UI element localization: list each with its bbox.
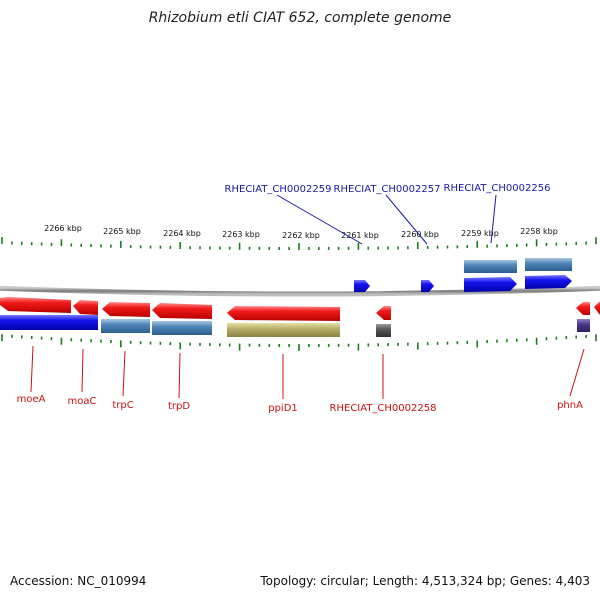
label-leader-line — [30, 345, 34, 393]
gene-arrow-reverse[interactable] — [102, 302, 150, 317]
gene-arrow-forward[interactable] — [421, 280, 434, 292]
gene-feature-forward[interactable] — [525, 258, 572, 271]
gene-arrow-reverse[interactable] — [73, 300, 98, 315]
scale-label: 2266 kbp — [44, 224, 82, 233]
reverse-gene-labels: moeA moaC trpC trpD ppiD1 RHECIAT_CH0002… — [17, 345, 585, 414]
gene-feature-reverse[interactable] — [227, 323, 340, 337]
gene-label-trpc[interactable]: trpC — [112, 400, 133, 411]
scale-label: 2262 kbp — [282, 231, 320, 240]
scale-label: 2260 kbp — [401, 230, 439, 239]
gene-label-phna[interactable]: phnA — [557, 400, 583, 411]
gene-arrow-reverse[interactable] — [376, 306, 391, 320]
scale-label: 2258 kbp — [520, 227, 558, 236]
scale-labels: 2266 kbp 2265 kbp 2264 kbp 2263 kbp 2262… — [44, 224, 558, 240]
label-leader-line — [569, 348, 585, 397]
gene-label-trpd[interactable]: trpD — [168, 401, 190, 412]
scale-label: 2265 kbp — [103, 227, 141, 236]
label-leader-line — [178, 352, 181, 399]
gene-label-rheciat-ch0002257[interactable]: RHECIAT_CH0002257 — [334, 184, 441, 195]
gene-arrow-reverse[interactable] — [227, 306, 340, 321]
forward-gene-labels: RHECIAT_CH0002259 RHECIAT_CH0002257 RHEC… — [225, 183, 551, 245]
gene-feature-forward[interactable] — [464, 260, 517, 273]
accession-text: Accession: NC_010994 — [10, 574, 147, 588]
gene-label-moac[interactable]: moaC — [68, 396, 97, 407]
label-leader-line — [81, 348, 84, 393]
genome-summary-text: Topology: circular; Length: 4,513,324 bp… — [260, 574, 590, 588]
gene-feature-reverse[interactable] — [152, 321, 212, 335]
scale-label: 2259 kbp — [461, 229, 499, 238]
scale-label: 2263 kbp — [222, 230, 260, 239]
forward-strand-genes — [354, 258, 572, 292]
label-leader-line — [385, 194, 428, 245]
gene-arrow-forward[interactable] — [464, 277, 517, 292]
gene-feature-reverse[interactable] — [376, 324, 391, 337]
gene-feature-reverse[interactable] — [577, 319, 590, 332]
gene-label-rheciat-ch0002258[interactable]: RHECIAT_CH0002258 — [330, 403, 437, 414]
gene-arrow-forward[interactable] — [354, 280, 370, 292]
gene-label-rheciat-ch0002259[interactable]: RHECIAT_CH0002259 — [225, 184, 332, 195]
gene-label-moea[interactable]: moeA — [17, 394, 46, 405]
scale-label: 2261 kbp — [341, 231, 379, 240]
gene-arrow-reverse[interactable] — [0, 297, 71, 313]
label-leader-line — [122, 350, 126, 397]
map-title: Rhizobium etli CIAT 652, complete genome — [148, 10, 452, 26]
gene-arrow-reverse[interactable] — [594, 301, 600, 315]
label-leader-line — [490, 194, 497, 244]
gene-label-ppid1[interactable]: ppiD1 — [268, 403, 298, 414]
gene-feature-reverse[interactable] — [0, 315, 98, 330]
gene-arrow-reverse[interactable] — [152, 303, 212, 319]
label-leader-line — [276, 194, 363, 245]
genome-backbone — [0, 285, 600, 297]
gene-arrow-forward[interactable] — [525, 275, 572, 289]
gene-label-rheciat-ch0002256[interactable]: RHECIAT_CH0002256 — [444, 183, 551, 194]
scale-label: 2264 kbp — [163, 229, 201, 238]
outer-tick-ruler — [1, 237, 597, 250]
inner-tick-ruler — [1, 334, 597, 351]
gene-arrow-reverse[interactable] — [576, 302, 590, 315]
reverse-strand-genes — [0, 297, 600, 337]
gene-feature-reverse[interactable] — [101, 319, 150, 333]
